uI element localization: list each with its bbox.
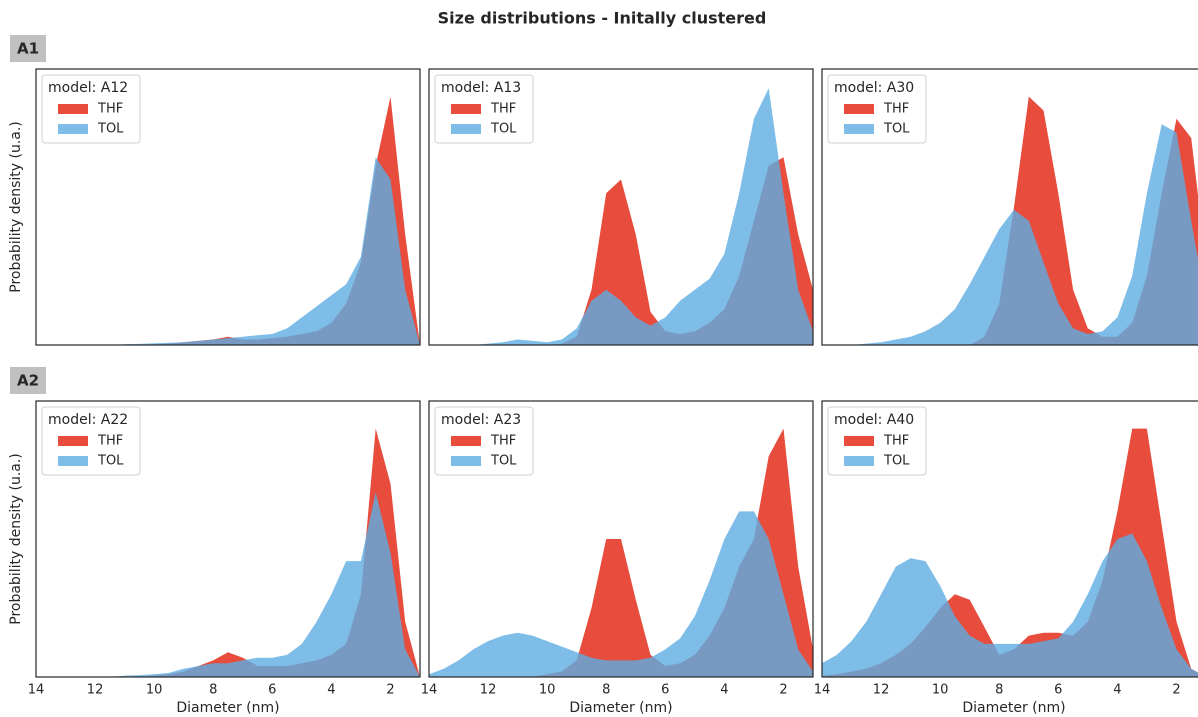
x-tick-label: 10 [932, 683, 949, 698]
legend-swatch [58, 436, 88, 446]
x-tick-label: 6 [661, 683, 669, 698]
plot-area [429, 428, 813, 677]
x-tick-label: 14 [421, 683, 438, 698]
legend-title: model: A13 [441, 80, 521, 96]
plot-area [822, 96, 1198, 345]
x-tick-label: 2 [1172, 683, 1180, 698]
legend-swatch [451, 436, 481, 446]
x-axis-label: Diameter (nm) [569, 700, 672, 716]
x-tick-label: 6 [1054, 683, 1062, 698]
x-tick-label: 12 [873, 683, 890, 698]
legend-label: THF [490, 434, 516, 449]
density-area [822, 533, 1198, 677]
x-tick-label: 10 [539, 683, 556, 698]
group-label: A1 [17, 40, 39, 58]
legend-label: TOL [490, 454, 517, 469]
density-area [36, 157, 420, 345]
axes-frame [35, 68, 421, 346]
legend-swatch [451, 456, 481, 466]
density-area [36, 492, 420, 677]
density-area [429, 88, 813, 345]
x-tick-label: 2 [779, 683, 787, 698]
x-tick-label: 8 [209, 683, 217, 698]
y-axis-label: Probability density (u.a.) [8, 453, 24, 625]
legend-swatch [844, 436, 874, 446]
legend-swatch [58, 124, 88, 134]
y-axis-label: Probability density (u.a.) [8, 121, 24, 293]
legend-label: THF [97, 434, 123, 449]
group-label: A2 [17, 372, 39, 390]
legend-swatch [844, 456, 874, 466]
legend-swatch [58, 456, 88, 466]
x-tick-label: 12 [480, 683, 497, 698]
legend-label: THF [883, 434, 909, 449]
axes-frame [821, 68, 1198, 346]
x-tick-label: 12 [87, 683, 104, 698]
figure-title: Size distributions - Initally clustered [438, 9, 767, 28]
legend-label: TOL [97, 122, 124, 137]
density-area [429, 428, 813, 677]
legend-label: THF [97, 102, 123, 117]
x-tick-label: 8 [995, 683, 1003, 698]
legend-label: THF [883, 102, 909, 117]
plot-area [822, 428, 1198, 677]
legend-label: TOL [97, 454, 124, 469]
density-area [429, 157, 813, 345]
legend-swatch [844, 124, 874, 134]
x-tick-label: 4 [327, 683, 335, 698]
x-tick-label: 4 [1113, 683, 1121, 698]
axes-frame [428, 400, 814, 678]
x-tick-label: 14 [814, 683, 831, 698]
x-axis-label: Diameter (nm) [176, 700, 279, 716]
legend-swatch [451, 124, 481, 134]
legend-title: model: A40 [834, 412, 914, 428]
legend-label: TOL [883, 122, 910, 137]
legend-swatch [844, 104, 874, 114]
group-label-box [10, 35, 46, 62]
x-tick-label: 4 [720, 683, 728, 698]
plot-area [429, 88, 813, 345]
plot-area [36, 96, 420, 345]
legend-label: THF [490, 102, 516, 117]
axes-frame [428, 68, 814, 346]
axes-frame [821, 400, 1198, 678]
legend-title: model: A22 [48, 412, 128, 428]
legend-label: TOL [883, 454, 910, 469]
x-tick-label: 10 [146, 683, 163, 698]
legend-label: TOL [490, 122, 517, 137]
density-area [822, 124, 1198, 345]
x-tick-label: 8 [602, 683, 610, 698]
group-label-box [10, 367, 46, 394]
axes-frame [35, 400, 421, 678]
legend-title: model: A30 [834, 80, 914, 96]
legend-title: model: A23 [441, 412, 521, 428]
plot-area [36, 428, 420, 677]
legend-swatch [451, 104, 481, 114]
legend-title: model: A12 [48, 80, 128, 96]
x-tick-label: 6 [268, 683, 276, 698]
density-area [429, 511, 813, 677]
x-axis-label: Diameter (nm) [962, 700, 1065, 716]
legend-swatch [58, 104, 88, 114]
x-tick-label: 14 [28, 683, 45, 698]
x-tick-label: 2 [386, 683, 394, 698]
